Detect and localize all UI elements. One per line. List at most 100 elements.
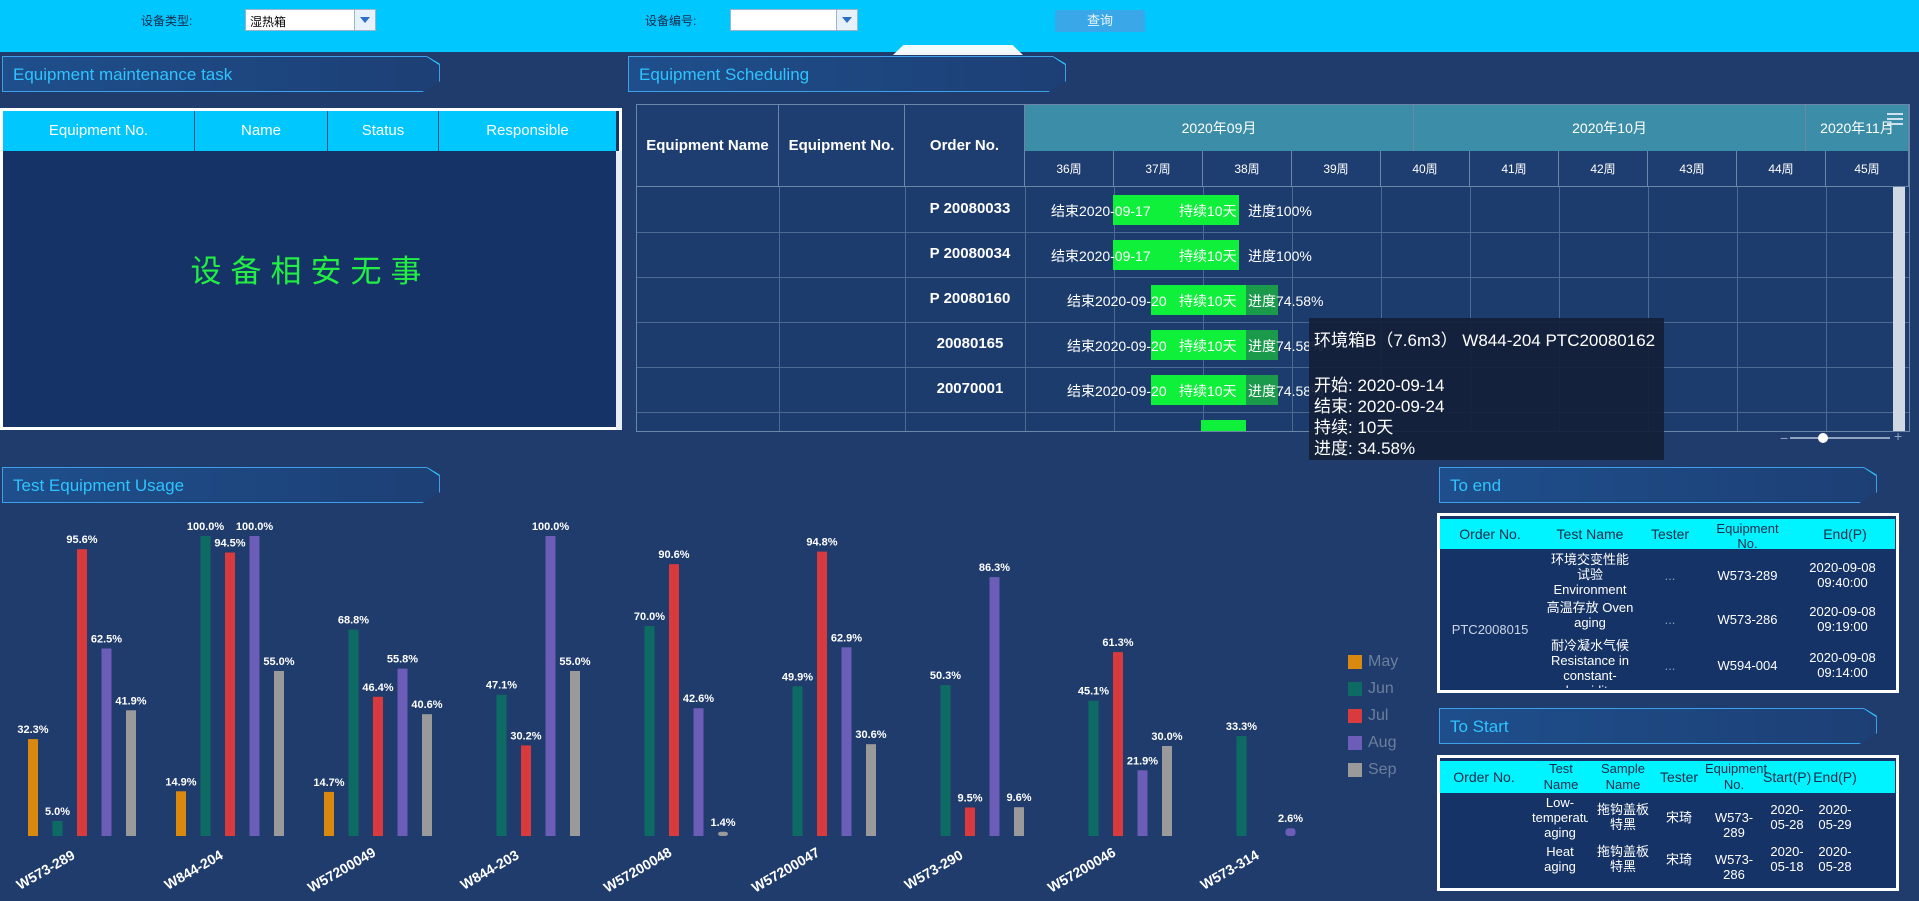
legend-swatch [1348,682,1362,696]
bar-aug[interactable] [545,536,556,836]
equipment-type-select[interactable]: 湿热箱 [245,9,376,31]
bar-jun[interactable] [644,626,655,836]
bar-may[interactable] [28,739,38,836]
chevron-down-icon[interactable] [836,10,857,30]
bar-progress-text: 进度100% [1248,248,1312,264]
bar-jul[interactable] [817,551,827,836]
bar-jun[interactable] [792,686,803,836]
zoom-slider[interactable] [1790,437,1890,439]
gantt-bar-remaining[interactable] [1246,330,1278,360]
to-start-title: To Start [1450,717,1509,736]
grid-line [637,367,1909,368]
bar-sep[interactable] [422,714,432,836]
bar-jul[interactable] [669,564,679,836]
gantt-bar[interactable] [1113,195,1239,225]
scheduling-header: Equipment Scheduling [628,56,1066,92]
bar-jun[interactable] [1088,700,1099,836]
column-header[interactable]: Equipment No. [1705,761,1768,792]
bar-jul[interactable] [965,807,975,837]
equipment-cell: W573-286 [1714,852,1754,882]
bar-sep[interactable] [866,744,876,836]
bar-aug[interactable] [249,536,260,836]
legend-swatch [1348,736,1362,750]
column-header[interactable]: Equipment No. [779,105,905,187]
bar-jun[interactable] [348,629,359,836]
data-label: 61.3% [1102,637,1133,649]
column-header[interactable]: Tester [1650,526,1690,542]
gantt-bar[interactable] [1151,375,1246,405]
query-button[interactable]: 查询 [1055,10,1145,32]
bar-aug[interactable] [397,668,408,836]
bar-aug[interactable] [693,708,704,836]
zoom-handle[interactable] [1818,433,1828,443]
column-header[interactable]: Equipment Name [637,105,779,187]
gantt-bar[interactable] [1113,240,1239,270]
legend-item-may[interactable]: May [1348,652,1428,672]
category-label: W844-203 [458,846,522,892]
bar-aug[interactable] [1137,770,1148,836]
column-header[interactable]: End(P) [1813,769,1857,785]
column-header[interactable]: Order No. [1459,526,1521,542]
bar-sep[interactable] [126,710,136,836]
column-header[interactable]: Name [195,111,328,151]
bar-jul[interactable] [1113,652,1123,836]
column-header[interactable]: Order No. [905,105,1025,187]
bar-sep[interactable] [718,831,728,836]
column-header[interactable]: Test Name [1556,526,1624,542]
column-header[interactable]: Start(P) [1763,769,1812,785]
legend-item-aug[interactable]: Aug [1348,733,1428,753]
bar-end-text: 结束2020-09-20 [1067,338,1167,354]
collapse-handle[interactable] [893,45,1023,55]
gantt-bar-remaining[interactable] [1246,375,1278,405]
column-header[interactable]: Order No. [1453,769,1515,785]
start-date-cell: 2020-05-28 [1770,802,1804,832]
bar-aug[interactable] [101,648,112,837]
bar-aug[interactable] [1285,828,1296,836]
legend-item-jun[interactable]: Jun [1348,679,1428,699]
column-header[interactable]: Equipment No. [1716,521,1779,551]
column-header[interactable]: Test Name [1543,761,1579,792]
gantt-bar[interactable] [1151,330,1246,360]
bar-sep[interactable] [570,671,580,836]
scrollbar[interactable] [1893,187,1905,431]
column-header[interactable]: Sample Name [1600,761,1646,792]
legend-item-jul[interactable]: Jul [1348,706,1428,726]
bar-sep[interactable] [274,671,284,836]
bar-duration-text: 持续10天 [1179,203,1237,219]
gantt-bar-remaining[interactable] [1246,285,1278,315]
gantt-bar[interactable] [1151,285,1246,315]
bar-jul[interactable] [225,552,235,837]
chevron-down-icon[interactable] [354,10,375,30]
column-header[interactable]: Status [328,111,439,151]
bar-may[interactable] [324,791,334,836]
data-label: 30.0% [1151,731,1182,743]
bar-jul[interactable] [77,549,87,836]
zoom-out-icon[interactable]: − [1780,430,1789,446]
bar-jun[interactable] [940,685,951,836]
bar-may[interactable] [176,791,186,836]
column-header[interactable]: Equipment No. [3,111,195,151]
bar-jul[interactable] [521,745,531,836]
equipment-no-select[interactable] [730,9,858,31]
corner-accent-icon [1864,468,1876,476]
legend-item-sep[interactable]: Sep [1348,760,1428,780]
bar-jun[interactable] [200,536,211,836]
bar-aug[interactable] [989,577,1000,836]
zoom-in-icon[interactable]: + [1894,428,1903,444]
column-header[interactable]: Responsible [439,111,616,151]
bar-jul[interactable] [373,696,383,836]
bar-jun[interactable] [52,821,63,836]
menu-icon[interactable] [1887,113,1903,115]
bar-sep[interactable] [1162,746,1172,836]
bar-jun[interactable] [1236,736,1247,836]
bar-duration-text: 持续10天 [1179,338,1237,354]
data-label: 1.4% [710,817,735,829]
bar-jun[interactable] [496,694,507,836]
maintenance-header: Equipment maintenance task [2,56,440,92]
bar-sep[interactable] [1014,807,1024,836]
gantt-bar[interactable] [1201,420,1246,431]
scrollbar[interactable] [616,151,622,430]
column-header[interactable]: End(P) [1823,526,1867,542]
bar-aug[interactable] [841,647,852,836]
column-header[interactable]: Tester [1659,769,1699,785]
